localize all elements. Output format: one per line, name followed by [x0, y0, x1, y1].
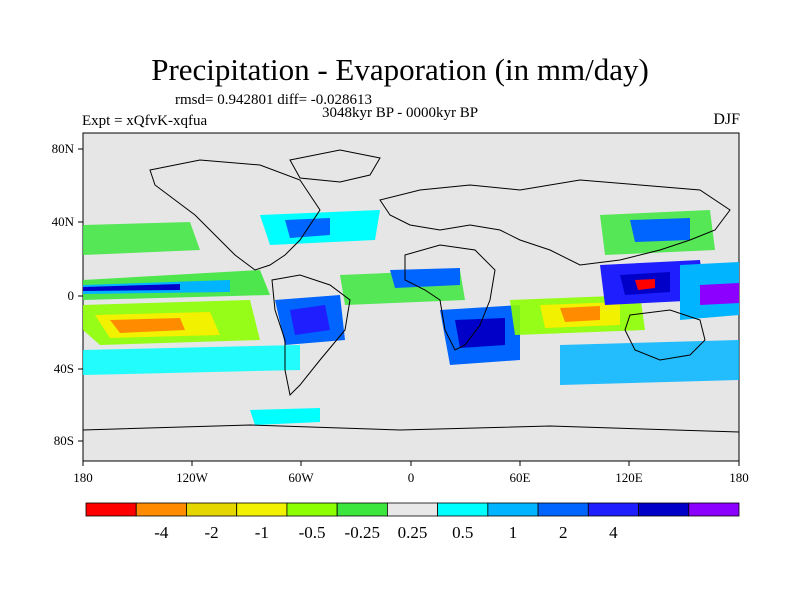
coastlines: [82, 149, 740, 433]
colorbar-label: 2: [559, 523, 568, 542]
experiment-label: Expt = xQfvK-xqfua: [82, 113, 208, 129]
stats-text: rmsd= 0.942801 diff= -0.028613: [175, 92, 373, 108]
colorbar-swatch: [236, 502, 288, 517]
chart-title: Precipitation - Evaporation (in mm/day): [151, 52, 649, 87]
colorbar-label: 0.25: [398, 523, 428, 542]
colorbar-swatch: [688, 502, 740, 517]
colorbar-swatch: [286, 502, 338, 517]
colorbar-label: 1: [509, 523, 518, 542]
colorbar-swatch: [336, 502, 388, 517]
lat-tick-label: 40S: [54, 361, 74, 376]
colorbar-label: 0.5: [452, 523, 473, 542]
colorbar-swatch: [135, 502, 187, 517]
lat-tick-label: 0: [68, 288, 75, 303]
colorbar-swatch: [386, 502, 439, 517]
colorbar-swatch: [437, 502, 489, 517]
lon-tick-label: 0: [408, 470, 415, 485]
colorbar-swatch: [85, 502, 137, 517]
colorbar-swatch: [638, 502, 690, 517]
season-label: DJF: [713, 111, 740, 128]
colorbar-label: -1: [255, 523, 269, 542]
lon-tick-label: 60W: [288, 470, 314, 485]
field-layer: [83, 210, 739, 425]
lon-tick-label: 120W: [176, 470, 209, 485]
lat-tick-label: 80S: [54, 433, 74, 448]
lon-axis: 180 120W 60W 0 60E 120E 180: [73, 461, 749, 485]
colorbar-label: 4: [609, 523, 618, 542]
colorbar-swatch: [487, 502, 539, 517]
lat-tick-label: 80N: [52, 141, 75, 156]
lon-tick-label: 120E: [615, 470, 643, 485]
lat-tick-label: 40N: [52, 214, 75, 229]
lon-tick-label: 180: [729, 470, 749, 485]
period-text: 3048kyr BP - 0000kyr BP: [322, 105, 479, 121]
colorbar-label: -0.25: [345, 523, 380, 542]
colorbar-swatch: [186, 502, 238, 517]
lat-axis: 80N 40N 0 40S 80S: [52, 141, 83, 448]
lon-tick-label: 180: [73, 470, 93, 485]
colorbar: -4 -2 -1 -0.5 -0.25 0.25 0.5 1 2 4: [85, 502, 740, 542]
colorbar-swatch: [537, 502, 589, 517]
colorbar-label: -0.5: [299, 523, 326, 542]
colorbar-label: -2: [204, 523, 218, 542]
colorbar-swatch: [587, 502, 639, 517]
colorbar-label: -4: [154, 523, 169, 542]
lon-tick-label: 60E: [510, 470, 531, 485]
